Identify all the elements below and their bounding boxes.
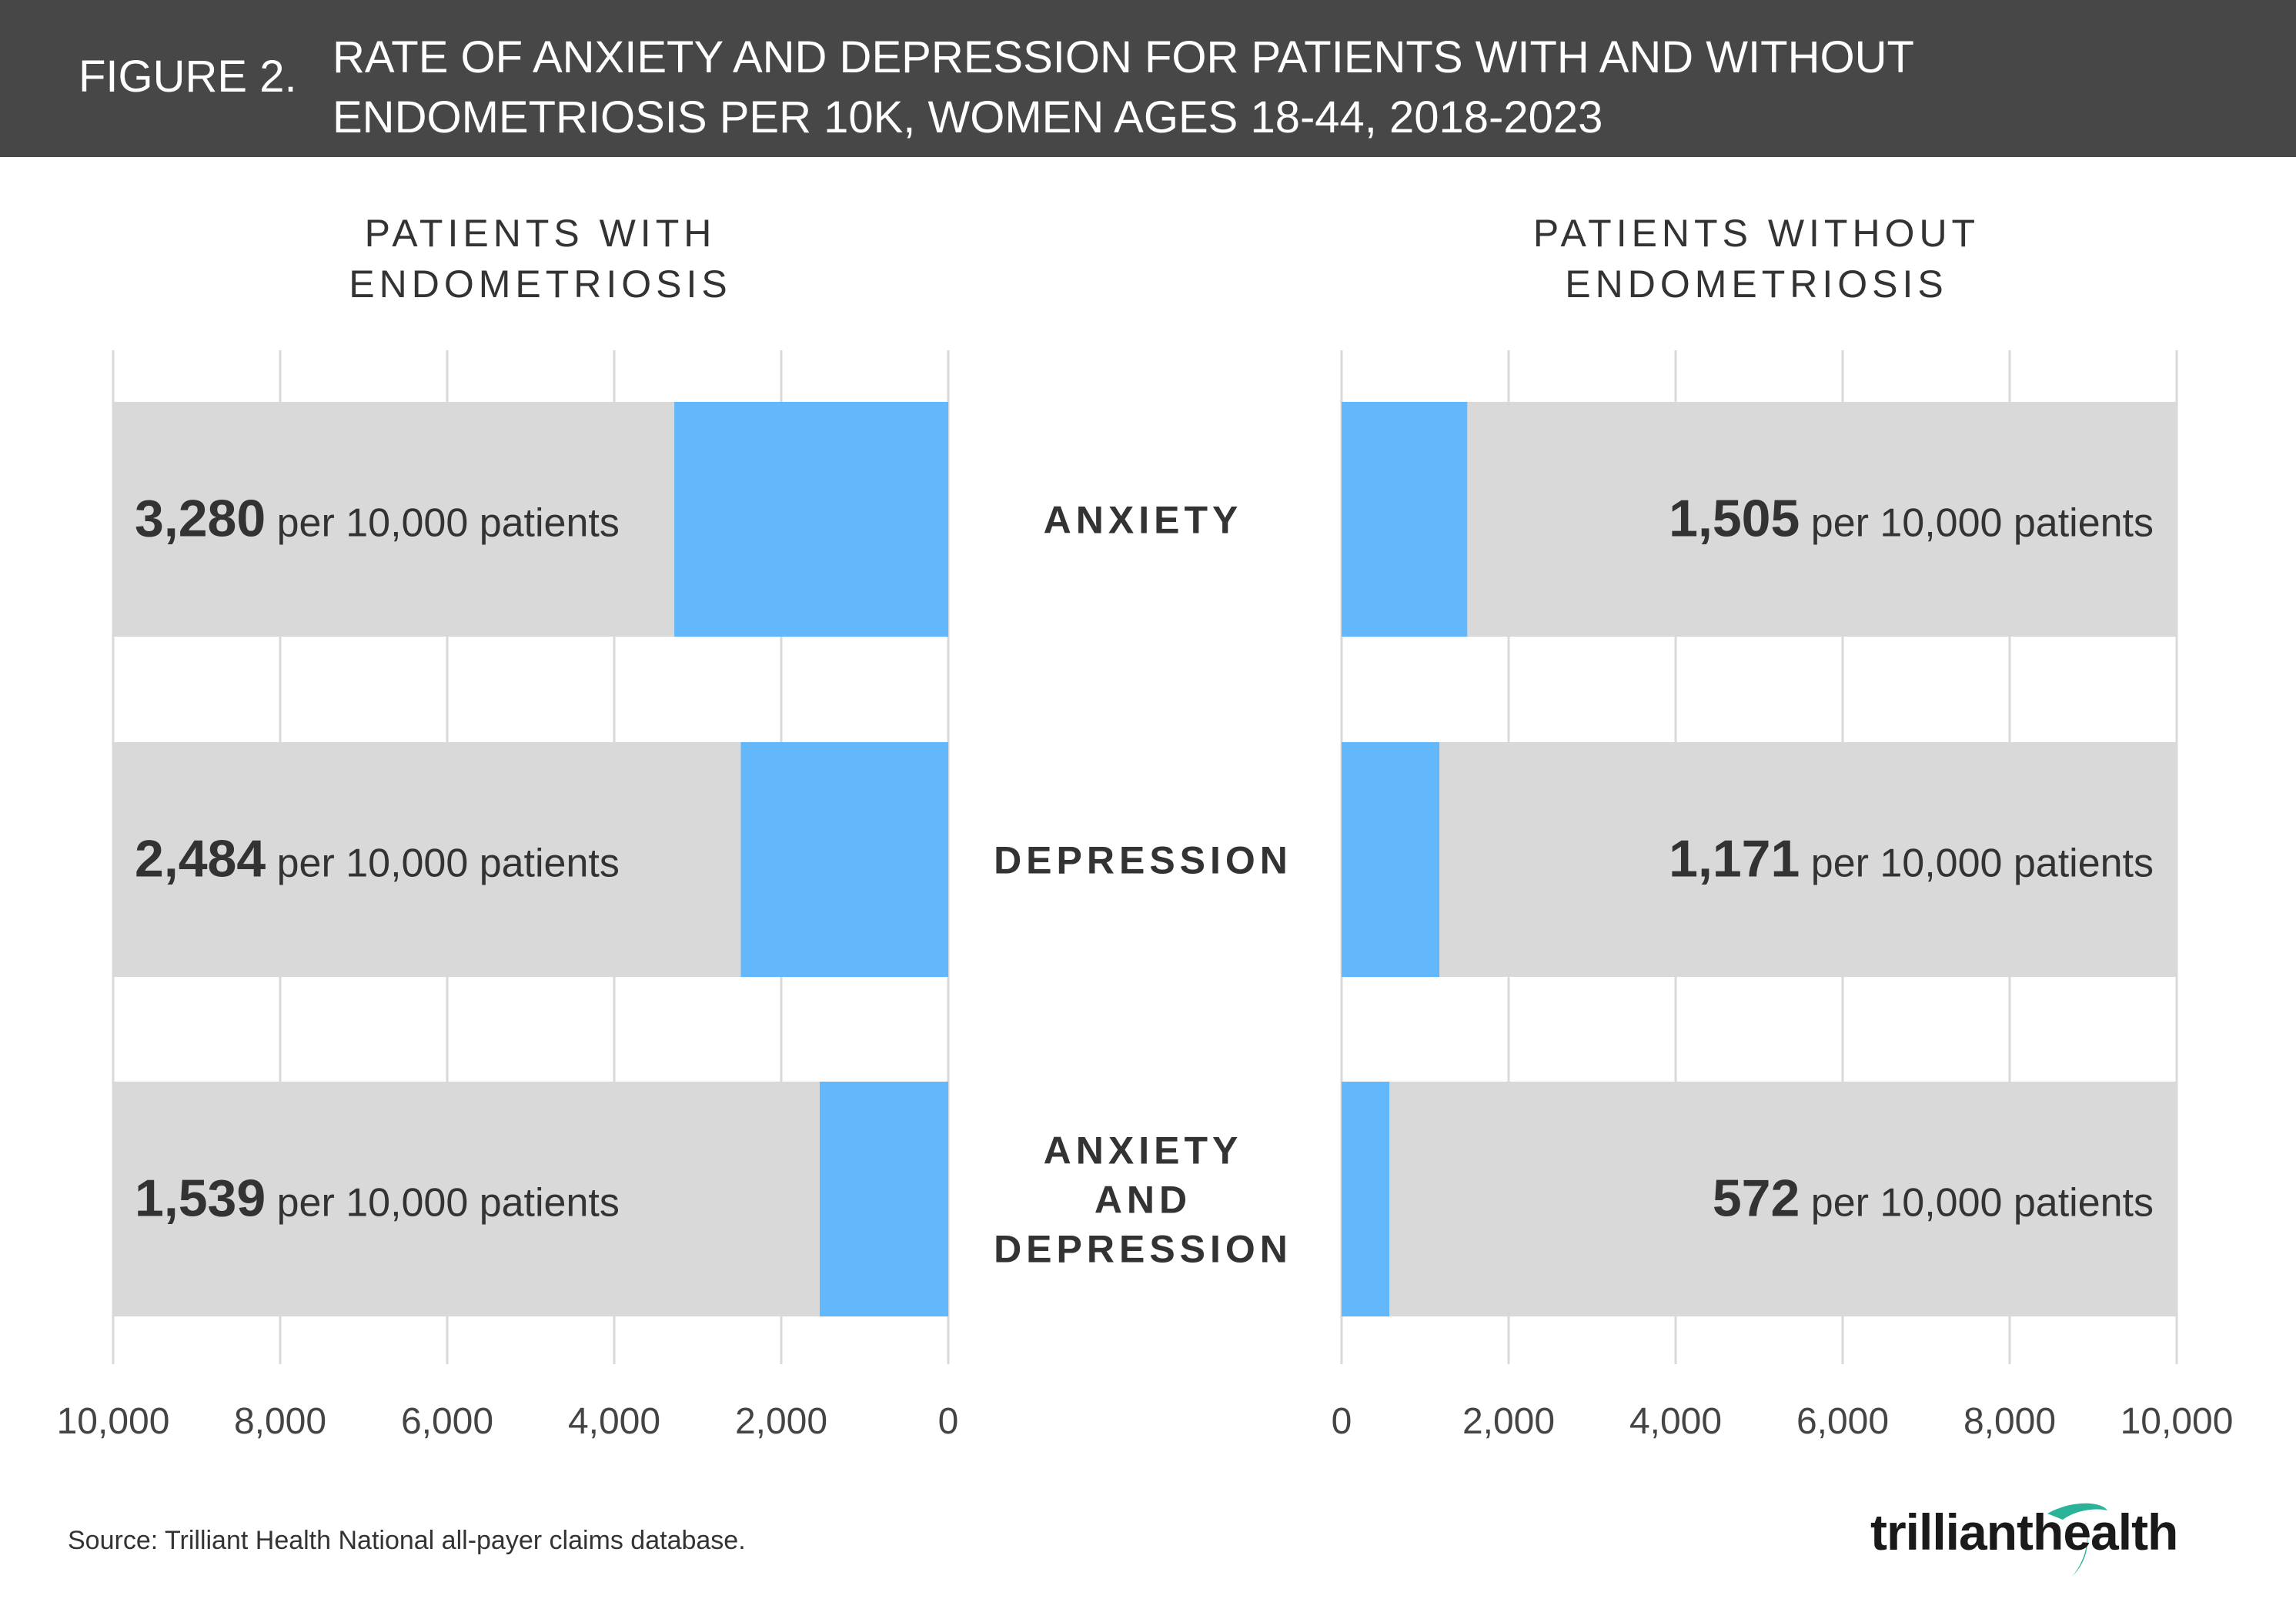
left-value-number: 3,280 — [135, 490, 266, 548]
figure-title: RATE OF ANXIETY AND DEPRESSION FOR PATIE… — [333, 28, 2257, 148]
right-panel-title-line-2: ENDOMETRIOSIS — [1565, 263, 1948, 306]
left-value-unit: per 10,000 patients — [266, 1181, 620, 1226]
category-label: ANXIETY — [1044, 499, 1243, 542]
right-bar-track — [1342, 402, 2177, 637]
category-label: DEPRESSION — [994, 1228, 1292, 1271]
left-bar-track — [113, 1082, 948, 1316]
logo-text-trilliant: trilliant — [1870, 1504, 2034, 1560]
right-value-unit: per 10,000 patients — [1800, 501, 2154, 546]
right-bar — [1342, 742, 1440, 977]
left-value-unit: per 10,000 patients — [266, 501, 620, 546]
right-value-label: 1,171 per 10,000 patients — [1669, 830, 2154, 888]
category-label: ANXIETY — [1044, 1129, 1243, 1172]
right-value-unit: per 10,000 patients — [1800, 841, 2154, 886]
left-tick-label: 4,000 — [568, 1401, 660, 1442]
figure-header: FIGURE 2. RATE OF ANXIETY AND DEPRESSION… — [0, 0, 2296, 157]
logo-swoosh-icon — [2047, 1503, 2107, 1577]
right-tick-label: 4,000 — [1629, 1401, 1722, 1442]
right-value-number: 1,505 — [1669, 490, 1800, 548]
right-bar-track — [1342, 1082, 2177, 1316]
right-tick-label: 10,000 — [2121, 1401, 2234, 1442]
right-bar — [1342, 402, 1468, 637]
left-tick-label: 0 — [938, 1401, 959, 1442]
right-bar-track — [1342, 742, 2177, 977]
figure-title-line-1: RATE OF ANXIETY AND DEPRESSION FOR PATIE… — [333, 32, 1914, 82]
left-value-unit: per 10,000 patients — [266, 841, 620, 886]
right-value-unit: per 10,000 patients — [1800, 1181, 2154, 1226]
category-label: AND — [1095, 1179, 1191, 1222]
right-panel-title: PATIENTS WITHOUT ENDOMETRIOSIS — [1410, 208, 2103, 309]
left-value-label: 3,280 per 10,000 patients — [135, 490, 620, 548]
left-tick-label: 10,000 — [57, 1401, 170, 1442]
right-panel-title-line-1: PATIENTS WITHOUT — [1532, 212, 1980, 255]
left-tick-label: 8,000 — [234, 1401, 326, 1442]
right-tick-label: 6,000 — [1796, 1401, 1889, 1442]
left-value-number: 2,484 — [135, 830, 266, 888]
left-panel-title-line-1: PATIENTS WITH — [364, 212, 717, 255]
trilliant-health-logo: trillianthealth — [1870, 1503, 2178, 1580]
left-value-number: 1,539 — [135, 1169, 266, 1228]
left-bar — [674, 402, 948, 637]
right-value-number: 572 — [1713, 1169, 1800, 1228]
right-tick-label: 2,000 — [1462, 1401, 1555, 1442]
figure-title-line-2: ENDOMETRIOSIS PER 10K, WOMEN AGES 18-44,… — [333, 92, 1603, 142]
left-bar — [740, 742, 948, 977]
category-label: DEPRESSION — [994, 839, 1292, 882]
figure-number: FIGURE 2. — [79, 52, 297, 102]
right-value-label: 1,505 per 10,000 patients — [1669, 490, 2154, 548]
right-value-label: 572 per 10,000 patients — [1713, 1169, 2154, 1228]
right-value-number: 1,171 — [1669, 830, 1800, 888]
left-panel-title: PATIENTS WITH ENDOMETRIOSIS — [194, 208, 887, 309]
left-tick-label: 6,000 — [401, 1401, 493, 1442]
logo-text-health: health — [2033, 1504, 2178, 1560]
left-tick-label: 2,000 — [735, 1401, 827, 1442]
left-value-label: 1,539 per 10,000 patients — [135, 1169, 620, 1228]
source-note: Source: Trilliant Health National all-pa… — [68, 1526, 746, 1555]
right-tick-label: 0 — [1332, 1401, 1352, 1442]
right-bar — [1342, 1082, 1390, 1316]
left-bar — [820, 1082, 948, 1316]
right-tick-label: 8,000 — [1963, 1401, 2056, 1442]
left-panel-title-line-2: ENDOMETRIOSIS — [349, 263, 732, 306]
left-value-label: 2,484 per 10,000 patients — [135, 830, 620, 888]
